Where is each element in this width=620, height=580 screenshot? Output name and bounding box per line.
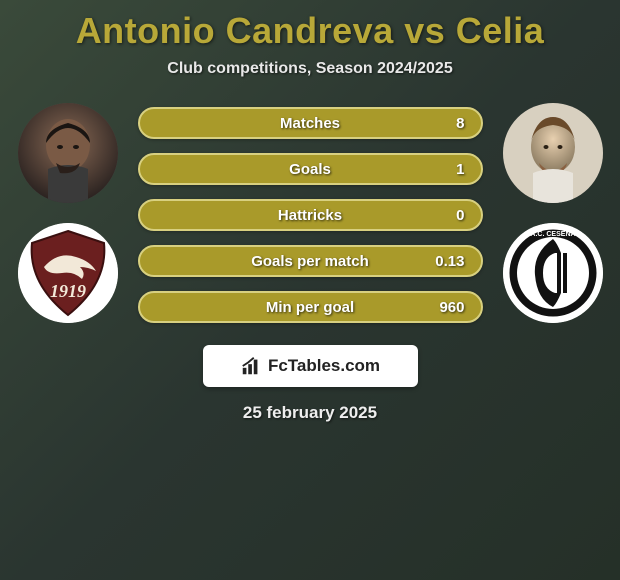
badge-year: 1919 [50,281,86,301]
page-subtitle: Club competitions, Season 2024/2025 [0,60,620,78]
stat-value-right: 0.13 [435,253,464,270]
brand-badge[interactable]: FcTables.com [203,345,418,387]
stat-label: Hattricks [278,207,342,224]
right-column: • A.C. CESENA • [498,103,608,323]
comparison-card: Antonio Candreva vs Celia Club competiti… [0,0,620,423]
chart-icon [240,355,262,377]
cesena-badge-icon: • A.C. CESENA • [503,223,603,323]
club-right-badge: • A.C. CESENA • [503,223,603,323]
stat-label: Goals per match [251,253,369,270]
left-column: 1919 [13,103,123,323]
stat-value-right: 8 [456,115,464,132]
stat-row-matches: Matches 8 [138,107,483,139]
stat-bars: Matches 8 Goals 1 Hattricks 0 Goals per … [138,103,483,323]
brand-label: FcTables.com [268,356,380,376]
avatar-right-icon [503,103,603,203]
stat-label: Min per goal [266,299,354,316]
avatar-left-icon [18,103,118,203]
date-line: 25 february 2025 [0,403,620,423]
stat-row-mpg: Min per goal 960 [138,291,483,323]
salernitana-badge-icon: 1919 [18,223,118,323]
page-title: Antonio Candreva vs Celia [0,10,620,52]
player-left-avatar [18,103,118,203]
stat-value-right: 960 [439,299,464,316]
main-row: 1919 Matches 8 Goals 1 Hattricks 0 Goals… [0,103,620,323]
stat-row-gpm: Goals per match 0.13 [138,245,483,277]
svg-text:• A.C. CESENA •: • A.C. CESENA • [526,231,580,238]
player-right-avatar [503,103,603,203]
stat-value-right: 1 [456,161,464,178]
stat-row-hattricks: Hattricks 0 [138,199,483,231]
club-left-badge: 1919 [18,223,118,323]
stat-value-right: 0 [456,207,464,224]
stat-label: Goals [289,161,331,178]
stat-label: Matches [280,115,340,132]
stat-row-goals: Goals 1 [138,153,483,185]
